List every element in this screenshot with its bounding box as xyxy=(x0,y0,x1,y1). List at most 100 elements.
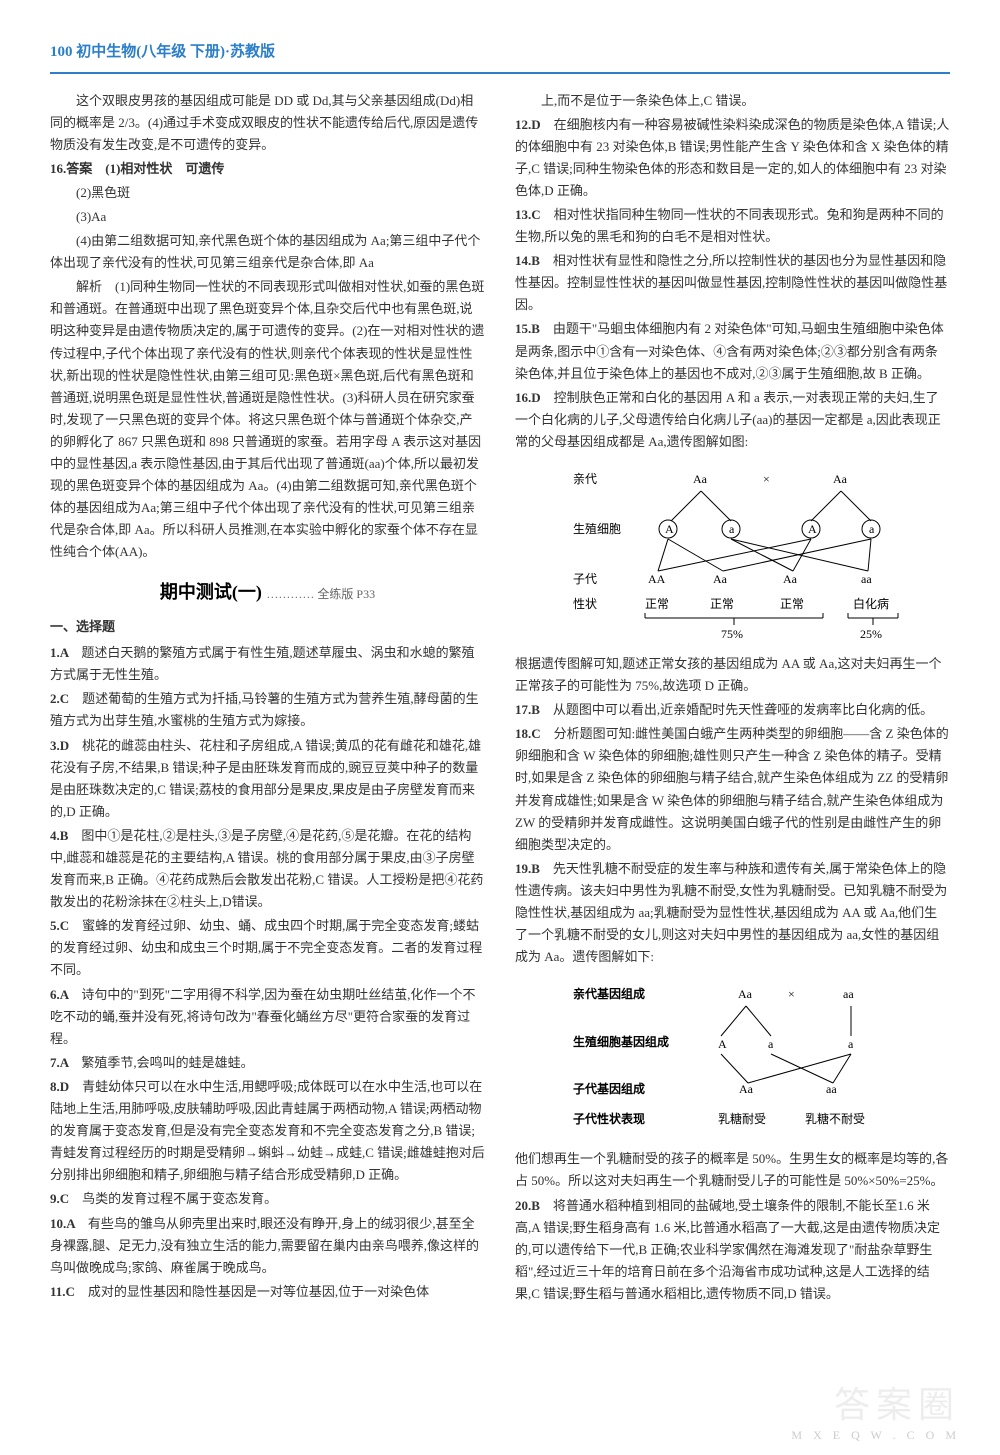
svg-text:25%: 25% xyxy=(860,627,882,641)
genetics-diagram-1: 亲代 Aa × Aa 生殖细胞 A a A a xyxy=(553,463,913,643)
question-number: 18.C xyxy=(515,726,554,741)
question-item: 18.C 分析题图可知:雌性美国白蛾产生两种类型的卵细胞——含 Z 染色体的卵细… xyxy=(515,723,950,856)
question-number: 13.C xyxy=(515,207,554,222)
question-item: 2.C 题述葡萄的生殖方式为扦插,马铃薯的生殖方式为营养生殖,酵母菌的生殖方式为… xyxy=(50,688,485,732)
d1-cross: × xyxy=(763,472,770,486)
page-header: 100 初中生物(八年级 下册)·苏教版 xyxy=(50,40,950,74)
question-text: 在细胞核内有一种容易被碱性染料染成深色的物质是染色体,A 错误;人的体细胞中有 … xyxy=(515,117,949,198)
question-text: 题述葡萄的生殖方式为扦插,马铃薯的生殖方式为营养生殖,酵母菌的生殖方式为出芽生殖… xyxy=(50,691,479,728)
two-column-layout: 这个双眼皮男孩的基因组成可能是 DD 或 Dd,其与父亲基因组成(Dd)相同的概… xyxy=(50,90,950,1307)
ans-16-3: (3)Aa xyxy=(50,206,485,228)
question-number: 6.A xyxy=(50,987,81,1002)
question-item: 4.B 图中①是花柱,②是柱头,③是子房壁,④是花药,⑤是花瓣。在花的结构中,雌… xyxy=(50,825,485,913)
svg-text:亲代基因组成: 亲代基因组成 xyxy=(573,986,645,1001)
question-item: 17.B 从题图中可以看出,近亲婚配时先天性聋哑的发病率比白化病的低。 xyxy=(515,699,950,721)
svg-text:正常: 正常 xyxy=(710,597,734,611)
question-number: 5.C xyxy=(50,918,82,933)
question-number: 1.A xyxy=(50,645,81,660)
question-item: 14.B 相对性状有显性和隐性之分,所以控制性状的基因也分为显性基因和隐性基因。… xyxy=(515,250,950,316)
question-item: 7.A 繁殖季节,会鸣叫的蛙是雄蛙。 xyxy=(50,1052,485,1074)
question-number: 12.D xyxy=(515,117,554,132)
question-text: 题述白天鹅的繁殖方式属于有性生殖,题述草履虫、涡虫和水螅的繁殖方式属于无性生殖。 xyxy=(50,645,475,682)
svg-text:a: a xyxy=(729,522,735,536)
continuation: 上,而不是位于一条染色体上,C 错误。 xyxy=(515,90,950,112)
svg-text:乳糖不耐受: 乳糖不耐受 xyxy=(805,1111,865,1126)
question-item: 5.C 蜜蜂的发育经过卵、幼虫、蛹、成虫四个时期,属于完全变态发育;蝼蛄的发育经… xyxy=(50,915,485,981)
d1-row-parent: 亲代 xyxy=(573,472,597,486)
svg-text:A: A xyxy=(665,522,674,536)
after-diagram1: 根据遗传图解可知,题述正常女孩的基因组成为 AA 或 Aa,这对夫妇再生一个正常… xyxy=(515,653,950,697)
question-number: 2.C xyxy=(50,691,82,706)
svg-text:Aa: Aa xyxy=(739,1082,754,1096)
svg-text:生殖细胞基因组成: 生殖细胞基因组成 xyxy=(573,1034,669,1049)
question-text: 成对的显性基因和隐性基因是一对等位基因,位于一对染色体 xyxy=(88,1284,429,1299)
question-item: 13.C 相对性状指同种生物同一性状的不同表现形式。兔和狗是两种不同的生物,所以… xyxy=(515,204,950,248)
right-column: 上,而不是位于一条染色体上,C 错误。 12.D 在细胞核内有一种容易被碱性染料… xyxy=(515,90,950,1307)
svg-text:正常: 正常 xyxy=(780,597,804,611)
question-number: 17.B xyxy=(515,702,553,717)
subsection-title: 一、选择题 xyxy=(50,616,485,638)
question-text: 图中①是花柱,②是柱头,③是子房壁,④是花药,⑤是花瓣。在花的结构中,雌蕊和雄蕊… xyxy=(50,828,483,909)
d1-row-gamete: 生殖细胞 xyxy=(573,521,621,536)
svg-text:子代基因组成: 子代基因组成 xyxy=(573,1081,645,1096)
question-number: 10.A xyxy=(50,1216,88,1231)
svg-text:aa: aa xyxy=(843,987,854,1001)
question-number: 7.A xyxy=(50,1055,81,1070)
d1-parent-right: Aa xyxy=(833,472,848,486)
ans-16-4: (4)由第二组数据可知,亲代黑色斑个体的基因组成为 Aa;第三组中子代个体出现了… xyxy=(50,230,485,274)
svg-text:Aa: Aa xyxy=(783,572,798,586)
svg-text:aa: aa xyxy=(826,1082,837,1096)
question-text: 相对性状有显性和隐性之分,所以控制性状的基因也分为显性基因和隐性基因。控制显性性… xyxy=(515,253,947,312)
svg-text:AA: AA xyxy=(648,572,666,586)
question-text: 相对性状指同种生物同一性状的不同表现形式。兔和狗是两种不同的生物,所以兔的黑毛和… xyxy=(515,207,944,244)
ans-16: 16.答案 (1)相对性状 可遗传 xyxy=(50,158,485,180)
question-text: 分析题图可知:雌性美国白蛾产生两种类型的卵细胞——含 Z 染色体的卵细胞和含 W… xyxy=(515,726,949,851)
question-number: 9.C xyxy=(50,1191,82,1206)
svg-text:a: a xyxy=(768,1037,774,1051)
question-text: 有些鸟的雏鸟从卵壳里出来时,眼还没有睁开,身上的绒羽很少,甚至全身裸露,腿、足无… xyxy=(50,1216,479,1275)
d1-row-offspring: 子代 xyxy=(573,572,597,586)
genetics-diagram-2: 亲代基因组成 Aa × aa 生殖细胞基因组成 A a a 子代基因组成 Aa … xyxy=(553,978,913,1138)
intro-para: 这个双眼皮男孩的基因组成可能是 DD 或 Dd,其与父亲基因组成(Dd)相同的概… xyxy=(50,90,485,156)
question-item: 20.B 将普通水稻种植到相同的盐碱地,受土壤条件的限制,不能长至1.6 米高,… xyxy=(515,1195,950,1305)
svg-text:Aa: Aa xyxy=(738,987,753,1001)
question-number: 20.B xyxy=(515,1198,553,1213)
question-number: 4.B xyxy=(50,828,81,843)
question-number: 15.B xyxy=(515,321,553,336)
ans-16-2: (2)黑色斑 xyxy=(50,182,485,204)
question-text: 鸟类的发育过程不属于变态发育。 xyxy=(82,1191,277,1206)
question-item: 10.A 有些鸟的雏鸟从卵壳里出来时,眼还没有睁开,身上的绒羽很少,甚至全身裸露… xyxy=(50,1213,485,1279)
question-text: 青蛙幼体只可以在水中生活,用鳃呼吸;成体既可以在水中生活,也可以在陆地上生活,用… xyxy=(50,1079,485,1182)
question-number: 11.C xyxy=(50,1284,88,1299)
svg-text:a: a xyxy=(848,1037,854,1051)
svg-text:子代性状表现: 子代性状表现 xyxy=(573,1111,645,1126)
question-number: 3.D xyxy=(50,738,82,753)
question-item: 19.B 先天性乳糖不耐受症的发生率与种族和遗传有关,属于常染色体上的隐性遗传病… xyxy=(515,858,950,968)
svg-text:A: A xyxy=(808,522,817,536)
question-number: 8.D xyxy=(50,1079,82,1094)
ans-label: 16.答案 (1)相对性状 可遗传 xyxy=(50,161,224,176)
question-number: 16.D xyxy=(515,390,554,405)
question-item: 6.A 诗句中的"到死"二字用得不科学,因为蚕在幼虫期吐丝结茧,化作一个不吃不动… xyxy=(50,984,485,1050)
question-item: 3.D 桃花的雌蕊由柱头、花柱和子房组成,A 错误;黄瓜的花有雌花和雄花,雄花没… xyxy=(50,735,485,823)
question-text: 桃花的雌蕊由柱头、花柱和子房组成,A 错误;黄瓜的花有雌花和雄花,雄花没有子房,… xyxy=(50,738,481,819)
question-item: 1.A 题述白天鹅的繁殖方式属于有性生殖,题述草履虫、涡虫和水螅的繁殖方式属于无… xyxy=(50,642,485,686)
section-title-text: 期中测试(一) xyxy=(160,582,262,602)
svg-text:乳糖耐受: 乳糖耐受 xyxy=(718,1111,766,1126)
question-text: 诗句中的"到死"二字用得不科学,因为蚕在幼虫期吐丝结茧,化作一个不吃不动的蛹,蚕… xyxy=(50,987,476,1046)
question-text: 控制肤色正常和白化的基因用 A 和 a 表示,一对表现正常的夫妇,生了一个白化病… xyxy=(515,390,941,449)
question-item: 9.C 鸟类的发育过程不属于变态发育。 xyxy=(50,1188,485,1210)
question-item: 15.B 由题干"马蛔虫体细胞内有 2 对染色体"可知,马蛔虫生殖细胞中染色体是… xyxy=(515,318,950,384)
svg-text:Aa: Aa xyxy=(713,572,728,586)
svg-text:aa: aa xyxy=(861,572,872,586)
section-title: 期中测试(一) ………… 全练版 P33 xyxy=(50,577,485,608)
svg-text:a: a xyxy=(869,522,875,536)
question-number: 14.B xyxy=(515,253,553,268)
question-text: 由题干"马蛔虫体细胞内有 2 对染色体"可知,马蛔虫生殖细胞中染色体是两条,图示… xyxy=(515,321,944,380)
d1-row-pheno: 性状 xyxy=(573,597,597,611)
svg-text:白化病: 白化病 xyxy=(853,596,889,611)
question-item: 16.D 控制肤色正常和白化的基因用 A 和 a 表示,一对表现正常的夫妇,生了… xyxy=(515,387,950,453)
question-text: 蜜蜂的发育经过卵、幼虫、蛹、成虫四个时期,属于完全变态发育;蝼蛄的发育经过卵、幼… xyxy=(50,918,482,977)
question-item: 12.D 在细胞核内有一种容易被碱性染料染成深色的物质是染色体,A 错误;人的体… xyxy=(515,114,950,202)
left-column: 这个双眼皮男孩的基因组成可能是 DD 或 Dd,其与父亲基因组成(Dd)相同的概… xyxy=(50,90,485,1307)
